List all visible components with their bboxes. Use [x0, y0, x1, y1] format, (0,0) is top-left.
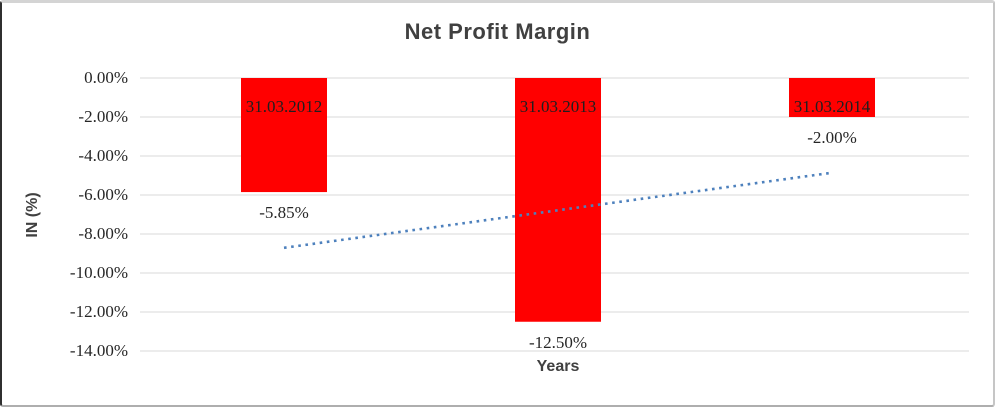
category-label: 31.03.2014 — [793, 97, 871, 116]
y-axis-tick-label: -6.00% — [78, 185, 128, 204]
y-axis-tick-label: -14.00% — [69, 341, 128, 360]
y-axis-tick-label: 0.00% — [84, 68, 128, 87]
bar — [241, 78, 327, 193]
data-label: -5.85% — [259, 203, 309, 223]
category-label: 31.03.2012 — [245, 97, 323, 116]
y-axis-tick-label: -10.00% — [69, 263, 128, 282]
y-axis-tick-label: -12.00% — [69, 302, 128, 321]
chart-title: Net Profit Margin — [404, 19, 591, 44]
bar — [515, 78, 601, 322]
bar — [789, 78, 875, 117]
x-axis-title: Years — [536, 358, 580, 375]
y-axis-tick-label: -8.00% — [78, 224, 128, 243]
category-label: 31.03.2013 — [519, 97, 597, 116]
y-axis-tick-label: -4.00% — [78, 146, 128, 165]
data-label: -12.50% — [528, 332, 588, 352]
y-axis-title: IN (%) — [24, 192, 41, 238]
data-label: -2.00% — [807, 128, 857, 147]
trendline — [283, 171, 833, 250]
y-axis-tick-label: -2.00% — [78, 107, 128, 126]
